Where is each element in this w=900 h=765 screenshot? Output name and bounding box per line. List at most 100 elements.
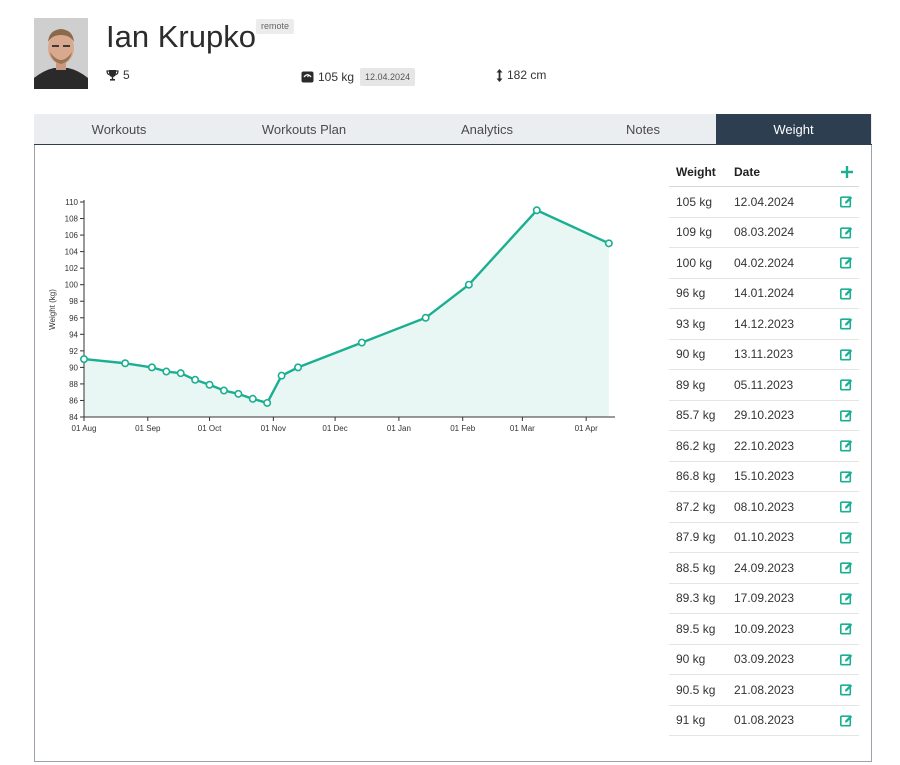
- data-point: [604, 239, 613, 248]
- weight-cell: 88.5 kg: [676, 560, 716, 575]
- data-point: [219, 386, 228, 395]
- edit-icon[interactable]: [840, 317, 853, 330]
- edit-icon[interactable]: [840, 470, 853, 483]
- weight-cell: 90.5 kg: [676, 682, 716, 697]
- edit-icon[interactable]: [840, 348, 853, 361]
- weight-cell: 93 kg: [676, 316, 706, 331]
- weight-table: Weight Date 105 kg 12.04.2024 109 kg 08.03.…: [669, 157, 859, 736]
- table-row: 87.2 kg 08.10.2023: [669, 492, 859, 523]
- edit-icon[interactable]: [840, 409, 853, 422]
- edit-icon[interactable]: [840, 622, 853, 635]
- edit-icon[interactable]: [840, 592, 853, 605]
- x-tick-label: 01 Mar: [510, 424, 535, 433]
- date-cell: 01.08.2023: [734, 713, 795, 728]
- weight-cell: 90 kg: [676, 652, 706, 667]
- y-tick-label: 110: [65, 198, 78, 207]
- edit-icon[interactable]: [840, 287, 853, 300]
- avatar: [34, 18, 88, 89]
- edit-icon[interactable]: [840, 561, 853, 574]
- table-row: 90 kg 13.11.2023: [669, 340, 859, 370]
- edit-icon[interactable]: [840, 195, 853, 208]
- height-stat: 182 cm: [496, 68, 546, 82]
- table-row: 100 kg 04.02.2024: [669, 248, 859, 279]
- table-header: Weight Date: [669, 157, 859, 187]
- date-cell: 21.08.2023: [734, 682, 795, 697]
- weight-cell: 105 kg: [676, 194, 713, 209]
- table-row: 86.8 kg 15.10.2023: [669, 462, 859, 492]
- data-point: [532, 206, 541, 215]
- weight-cell: 86.2 kg: [676, 438, 716, 453]
- table-row: 85.7 kg 29.10.2023: [669, 401, 859, 431]
- table-row: 87.9 kg 01.10.2023: [669, 523, 859, 553]
- trophy-stat: 5: [106, 68, 130, 82]
- height-value: 182 cm: [507, 68, 547, 82]
- edit-icon[interactable]: [840, 714, 853, 727]
- date-cell: 01.10.2023: [734, 530, 795, 545]
- edit-icon[interactable]: [840, 653, 853, 666]
- x-tick-label: 01 Dec: [322, 424, 347, 433]
- data-point: [248, 394, 257, 403]
- date-cell: 24.09.2023: [734, 560, 795, 575]
- data-point: [277, 371, 286, 380]
- table-row: 93 kg 14.12.2023: [669, 309, 859, 340]
- y-tick-label: 102: [65, 264, 79, 273]
- y-tick-label: 84: [69, 413, 78, 422]
- tab-notes[interactable]: Notes: [626, 121, 660, 137]
- x-tick-label: 01 Nov: [261, 424, 286, 433]
- remote-badge: remote: [256, 19, 295, 34]
- date-cell: 12.04.2024: [734, 194, 795, 209]
- table-row: 88.5 kg 24.09.2023: [669, 553, 859, 584]
- x-tick-label: 01 Jan: [387, 424, 411, 433]
- date-cell: 14.01.2024: [734, 286, 795, 301]
- y-tick-label: 108: [65, 215, 79, 224]
- weight-cell: 87.9 kg: [676, 530, 716, 545]
- edit-icon[interactable]: [840, 531, 853, 544]
- data-point: [121, 359, 130, 368]
- weight-column-header: Weight: [676, 164, 716, 179]
- edit-icon[interactable]: [840, 378, 853, 391]
- y-tick-label: 94: [69, 330, 78, 339]
- date-cell: 05.11.2023: [734, 377, 794, 392]
- edit-icon[interactable]: [840, 256, 853, 269]
- weight-cell: 89.3 kg: [676, 591, 716, 606]
- table-row: 96 kg 14.01.2024: [669, 279, 859, 309]
- y-axis-label: Weight (kg): [48, 289, 57, 330]
- weight-date-badge: 12.04.2024: [360, 68, 416, 86]
- weight-chart: 84 86 88 90 92 94 96 98 100 102 104 106 108 110 01 Aug…: [48, 198, 615, 433]
- table-row: 105 kg 12.04.2024: [669, 187, 859, 218]
- tab-bar: Workouts Workouts Plan Analytics Notes W…: [34, 114, 872, 145]
- date-cell: 03.09.2023: [734, 652, 795, 667]
- weight-cell: 109 kg: [676, 225, 713, 240]
- trophy-count: 5: [123, 68, 130, 82]
- table-row: 89 kg 05.11.2023: [669, 370, 859, 401]
- y-tick-label: 88: [69, 380, 78, 389]
- edit-icon[interactable]: [840, 500, 853, 513]
- edit-icon[interactable]: [840, 439, 853, 452]
- y-tick-label: 86: [69, 396, 78, 405]
- weight-cell: 86.8 kg: [676, 469, 716, 484]
- plus-icon[interactable]: [840, 165, 853, 178]
- y-tick-label: 92: [69, 347, 78, 356]
- scale-icon: [301, 71, 314, 83]
- vertical-arrows-icon: [496, 68, 503, 82]
- table-row: 91 kg 01.08.2023: [669, 706, 859, 736]
- y-tick-label: 100: [65, 281, 79, 290]
- current-weight: 105 kg: [318, 70, 355, 84]
- weight-cell: 90 kg: [676, 347, 706, 362]
- data-point: [357, 338, 366, 347]
- data-point: [263, 398, 272, 407]
- tab-analytics[interactable]: Analytics: [460, 121, 514, 137]
- trophy-icon: [106, 70, 119, 81]
- tab-workouts[interactable]: Workouts: [91, 121, 147, 137]
- edit-icon[interactable]: [840, 683, 853, 696]
- tab-weight[interactable]: Weight: [716, 114, 871, 144]
- weight-cell: 89 kg: [676, 377, 706, 392]
- tab-workouts-plan[interactable]: Workouts Plan: [261, 121, 347, 137]
- weight-cell: 96 kg: [676, 286, 706, 301]
- x-tick-label: 01 Sep: [135, 424, 161, 433]
- date-cell: 08.10.2023: [734, 499, 795, 514]
- y-tick-label: 104: [65, 248, 79, 257]
- edit-icon[interactable]: [840, 226, 853, 239]
- weight-stat: 105 kg 12.04.2024: [301, 68, 416, 86]
- date-cell: 29.10.2023: [734, 408, 795, 423]
